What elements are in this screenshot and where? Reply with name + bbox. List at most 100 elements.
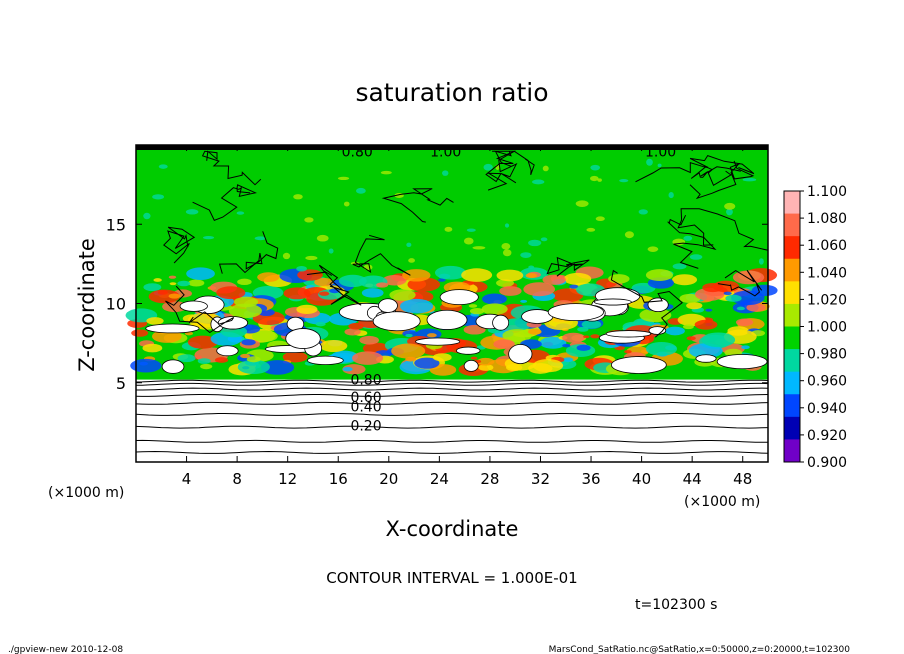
field-patch [493, 339, 515, 349]
field-patch [562, 357, 574, 362]
field-patch [528, 328, 542, 335]
field-patch [741, 345, 750, 350]
y-tick-label: 10 [106, 295, 126, 314]
field-patch [705, 308, 713, 312]
white-patch [216, 345, 239, 357]
field-patch [525, 273, 538, 279]
white-patch [647, 297, 669, 313]
field-patch [581, 320, 602, 329]
contour-line [135, 439, 768, 443]
white-patch [415, 337, 461, 346]
field-patch [577, 326, 589, 332]
field-patch [241, 339, 256, 346]
field-patch [304, 217, 314, 223]
contour-line [485, 150, 535, 191]
field-patch [363, 264, 373, 271]
colorbar-swatch [784, 371, 800, 395]
x-tick-label: 36 [581, 470, 600, 488]
white-patch [378, 298, 398, 313]
field-patch [723, 291, 732, 296]
field-patch [702, 282, 724, 293]
field-patch [542, 274, 566, 285]
white-patch [145, 323, 200, 334]
field-patch [405, 333, 413, 338]
field-patch [502, 249, 512, 257]
white-patch [161, 359, 185, 374]
field-patch [694, 319, 718, 330]
contour-line [352, 234, 411, 276]
x-unit-label: (×1000 m) [684, 494, 760, 510]
field-patch [427, 333, 437, 338]
field-patch [237, 359, 270, 375]
colorbar-swatch [784, 281, 800, 305]
field-patch [539, 336, 567, 349]
colorbar-label: 1.060 [807, 238, 847, 254]
field-patch [645, 269, 673, 281]
z-unit-label: (×1000 m) [48, 485, 124, 501]
white-patch [695, 354, 717, 363]
field-patch [686, 302, 703, 310]
field-patch [672, 274, 698, 286]
white-patch [439, 289, 479, 306]
contour-label: 1.00 [645, 144, 676, 160]
field-patch [502, 318, 531, 331]
x-tick-label: 8 [232, 470, 242, 488]
colorbar-swatch [784, 191, 800, 215]
field-patch [724, 202, 736, 210]
field-patch [434, 265, 467, 280]
contour-line [136, 387, 769, 391]
field-patch [361, 288, 384, 298]
field-patch [540, 237, 548, 242]
field-patch [252, 330, 278, 342]
field-patch [328, 248, 334, 254]
field-patch [131, 329, 149, 337]
field-patch [638, 209, 648, 215]
field-patch [532, 179, 545, 185]
field-patch [639, 308, 672, 323]
footer-right: MarsCond_SatRatio.nc@SatRatio,x=0:50000,… [549, 645, 851, 654]
x-tick-label: 48 [733, 470, 752, 488]
field-patch [665, 326, 685, 336]
field-patch [168, 293, 181, 299]
y-axis-ticks: 5 10 15 [106, 215, 768, 393]
contour-lines [135, 150, 769, 454]
white-patch [306, 355, 344, 366]
field-patch [146, 317, 164, 325]
x-tick-label: 40 [632, 470, 651, 488]
contour-line [717, 270, 763, 297]
field-patch [701, 332, 736, 348]
field-patch [186, 267, 215, 280]
field-patch [432, 353, 452, 362]
contour-line [381, 188, 454, 223]
chart-title: saturation ratio [355, 78, 548, 107]
contour-line [135, 450, 769, 454]
field-patch [520, 252, 532, 259]
field-patch [501, 243, 511, 250]
colorbar-swatch [784, 349, 800, 373]
colorbar-label: 0.980 [807, 347, 847, 363]
field-patch [257, 272, 280, 283]
white-patch [463, 359, 479, 372]
field-patch [742, 178, 757, 182]
colorbar-label: 0.940 [807, 401, 847, 417]
field-patch [296, 304, 318, 315]
colorbar-swatch [784, 236, 800, 260]
white-patch [285, 328, 321, 349]
field-patch [469, 307, 485, 315]
colorbar-label: 1.040 [807, 265, 847, 281]
field-patch [758, 258, 764, 265]
contour-line [218, 231, 279, 274]
field-patch [389, 289, 416, 301]
field-patch [282, 252, 291, 260]
field-patch [472, 246, 486, 250]
contour-label: 0.40 [350, 400, 381, 416]
field-patch [216, 286, 246, 300]
field-patch [461, 268, 493, 282]
colorbar-label: 0.920 [807, 428, 847, 444]
field-patch [148, 289, 180, 304]
field-patch [725, 294, 742, 302]
white-patch [372, 311, 421, 332]
field-patch [429, 364, 457, 376]
x-tick-label: 12 [278, 470, 297, 488]
field-patch [408, 258, 415, 263]
